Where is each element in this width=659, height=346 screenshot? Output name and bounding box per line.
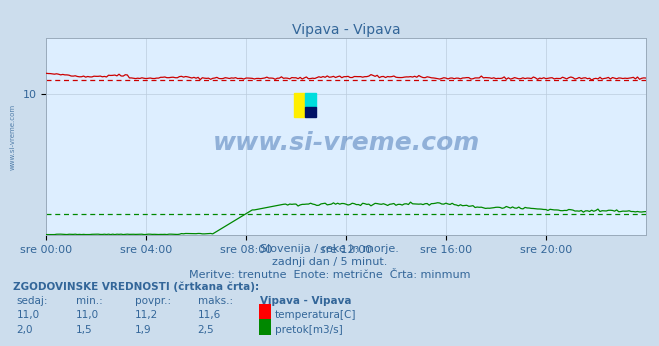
Text: 2,5: 2,5	[198, 325, 214, 335]
Text: 11,0: 11,0	[76, 310, 99, 320]
Text: Slovenija / reke in morje.: Slovenija / reke in morje.	[260, 244, 399, 254]
Text: ZGODOVINSKE VREDNOSTI (črtkana črta):: ZGODOVINSKE VREDNOSTI (črtkana črta):	[13, 282, 259, 292]
Text: min.:: min.:	[76, 296, 103, 306]
Text: 11,0: 11,0	[16, 310, 40, 320]
Text: 1,9: 1,9	[135, 325, 152, 335]
Text: 11,2: 11,2	[135, 310, 158, 320]
Text: www.si-vreme.com: www.si-vreme.com	[212, 130, 480, 155]
Text: www.si-vreme.com: www.si-vreme.com	[10, 103, 16, 170]
Text: Meritve: trenutne  Enote: metrične  Črta: minmum: Meritve: trenutne Enote: metrične Črta: …	[188, 270, 471, 280]
Bar	[305, 93, 316, 108]
Bar	[295, 93, 305, 117]
Text: pretok[m3/s]: pretok[m3/s]	[275, 325, 343, 335]
Text: povpr.:: povpr.:	[135, 296, 171, 306]
Text: zadnji dan / 5 minut.: zadnji dan / 5 minut.	[272, 257, 387, 267]
Text: 1,5: 1,5	[76, 325, 92, 335]
Text: 2,0: 2,0	[16, 325, 33, 335]
Text: 11,6: 11,6	[198, 310, 221, 320]
Text: maks.:: maks.:	[198, 296, 233, 306]
Title: Vipava - Vipava: Vipava - Vipava	[292, 23, 400, 37]
Bar	[305, 108, 316, 117]
Text: Vipava - Vipava: Vipava - Vipava	[260, 296, 352, 306]
Text: sedaj:: sedaj:	[16, 296, 48, 306]
Text: temperatura[C]: temperatura[C]	[275, 310, 357, 320]
